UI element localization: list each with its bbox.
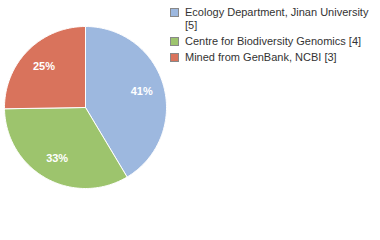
- html-text:Ecology Department, Jinan Univ: Ecology Department, Jinan University [5]: [185, 6, 369, 31]
- svg-text:41%: 41%: [131, 85, 153, 97]
- svg-text:33%: 33%: [46, 152, 68, 164]
- svg-text:25%: 25%: [33, 60, 55, 72]
- html-text:Mined from GenBank, NCBI [3]: Mined from GenBank, NCBI [3]: [185, 51, 337, 63]
- html-text:Centre for Biodiversity Genomi: Centre for Biodiversity Genomics [4]: [185, 35, 362, 47]
